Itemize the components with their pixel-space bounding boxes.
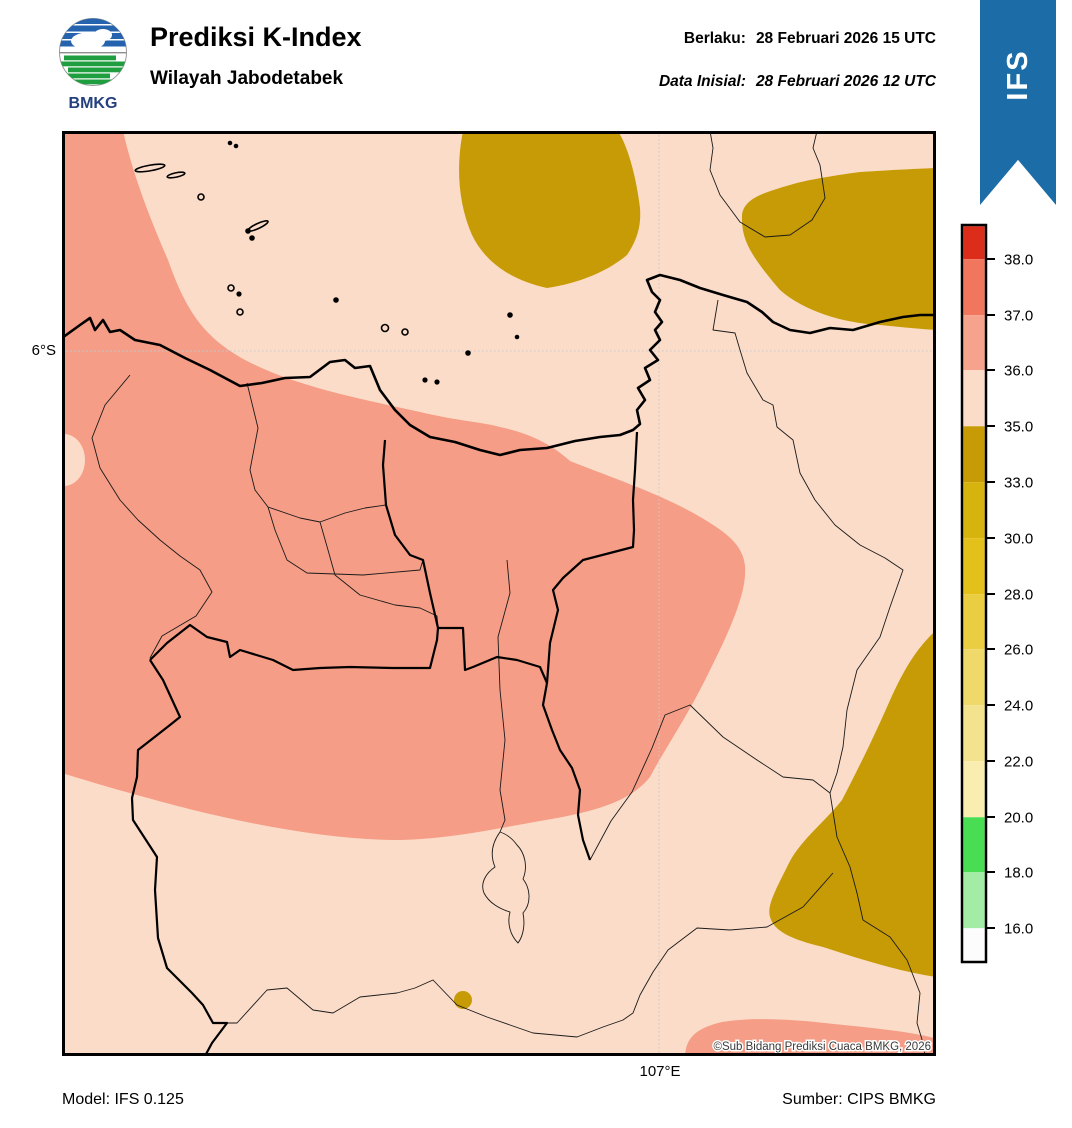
coastline xyxy=(62,273,936,457)
source-info: Sumber: CIPS BMKG xyxy=(782,1091,936,1108)
colorbar: 38.0 37.0 36.0 35.0 33.0 30.0 28.0 26.0 24.0 22.0… xyxy=(960,223,1033,964)
initial-time: Data Inisial: 28 Februari 2026 12 UTC xyxy=(659,73,936,91)
admin-boundaries-thin xyxy=(91,131,926,1056)
date-block: Berlaku: 28 Februari 2026 15 UTC Data Ini… xyxy=(420,0,936,110)
contour-band-36-37-main xyxy=(62,131,746,840)
svg-text:20.0: 20.0 xyxy=(1004,810,1033,827)
svg-text:36.0: 36.0 xyxy=(1004,363,1033,380)
contour-band-33-35-right xyxy=(769,630,936,977)
svg-text:37.0: 37.0 xyxy=(1004,308,1033,325)
map-frame xyxy=(62,131,936,1056)
model-info: Model: IFS 0.125 xyxy=(62,1091,184,1108)
colorbar-ticks xyxy=(986,258,995,929)
islands xyxy=(134,140,520,385)
svg-text:26.0: 26.0 xyxy=(1004,642,1033,659)
contour-band-36-37-bottom-right xyxy=(685,1019,936,1056)
map-copyright: ©Sub Bidang Prediksi Cuaca BMKG, 2026 xyxy=(713,1041,931,1053)
svg-text:16.0: 16.0 xyxy=(1004,921,1033,938)
valid-time: Berlaku: 28 Februari 2026 15 UTC xyxy=(684,30,936,48)
model-ribbon: IFS xyxy=(980,0,1056,205)
svg-text:33.0: 33.0 xyxy=(1004,475,1033,492)
valid-label: Berlaku: xyxy=(683,30,746,47)
page-title: Prediksi K-Index xyxy=(150,22,362,52)
page-subtitle: Wilayah Jabodetabek xyxy=(150,68,344,89)
contour-band-33-35-top-right xyxy=(741,168,936,330)
initial-value: 28 Februari 2026 12 UTC xyxy=(755,73,936,90)
svg-text:18.0: 18.0 xyxy=(1004,865,1033,882)
svg-text:35.0: 35.0 xyxy=(1004,419,1033,436)
svg-text:22.0: 22.0 xyxy=(1004,754,1033,771)
graticule xyxy=(62,131,936,1056)
map: ©Sub Bidang Prediksi Cuaca BMKG, 2026 xyxy=(62,131,936,1056)
latitude-label: 6°S xyxy=(31,342,56,359)
longitude-label: 107°E xyxy=(639,1063,681,1080)
logo-art xyxy=(59,18,127,85)
svg-text:30.0: 30.0 xyxy=(1004,531,1033,548)
valid-value: 28 Februari 2026 15 UTC xyxy=(755,30,936,47)
colorbar-segments xyxy=(963,226,985,961)
contour-enclave-35-36 xyxy=(62,434,85,486)
initial-label: Data Inisial: xyxy=(658,73,746,90)
svg-text:24.0: 24.0 xyxy=(1004,698,1033,715)
bmkg-logo: BMKG xyxy=(59,18,127,112)
model-ribbon-label: IFS xyxy=(1001,49,1034,101)
contour-band-33-35-top-center xyxy=(459,131,641,288)
svg-text:38.0: 38.0 xyxy=(1004,252,1033,269)
svg-text:28.0: 28.0 xyxy=(1004,587,1033,604)
logo-label: BMKG xyxy=(69,95,118,112)
admin-boundaries-thick xyxy=(130,431,639,1056)
colorbar-labels: 38.0 37.0 36.0 35.0 33.0 30.0 28.0 26.0 24.0 22.0… xyxy=(1004,252,1033,938)
contour-band-33-35-dot xyxy=(454,991,472,1009)
